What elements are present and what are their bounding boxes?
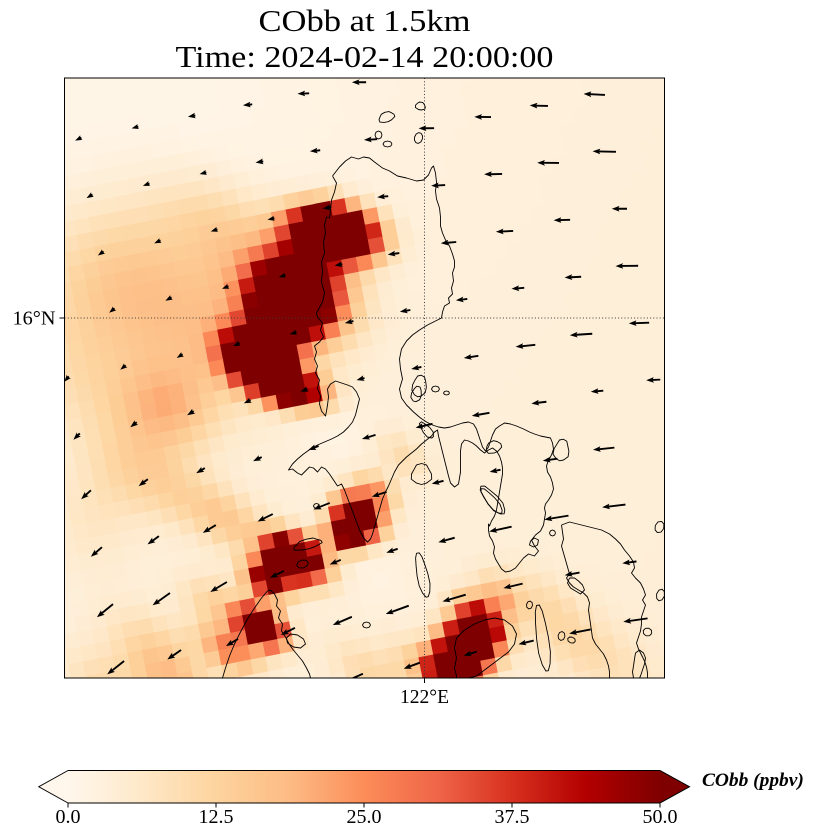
svg-text:CObb (ppbv): CObb (ppbv): [702, 770, 804, 791]
svg-text:CObb at 1.5km: CObb at 1.5km: [259, 4, 471, 38]
svg-text:37.5: 37.5: [495, 806, 530, 828]
svg-text:25.0: 25.0: [347, 806, 382, 828]
svg-text:16°N: 16°N: [13, 308, 56, 330]
svg-text:50.0: 50.0: [643, 806, 678, 828]
svg-text:122°E: 122°E: [400, 686, 449, 708]
svg-text:Time: 2024-02-14 20:00:00: Time: 2024-02-14 20:00:00: [176, 40, 554, 74]
svg-text:12.5: 12.5: [199, 806, 234, 828]
svg-text:0.0: 0.0: [56, 806, 81, 828]
